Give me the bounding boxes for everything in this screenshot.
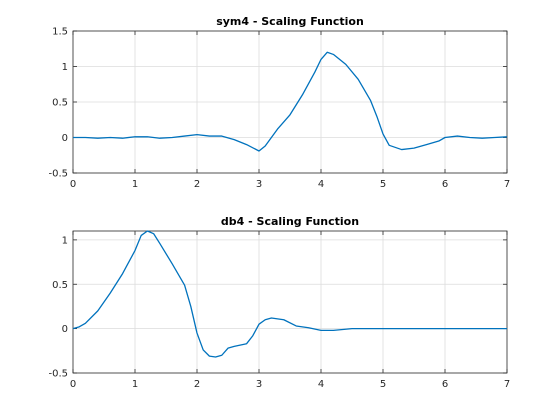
sym4-xtick-label: 6	[442, 179, 448, 190]
db4-xtick-label: 2	[194, 379, 200, 390]
db4-xtick-label: 7	[504, 379, 510, 390]
db4-ticks: 0 1 2 3 4 5 6 7-0.500.51	[48, 231, 510, 390]
sym4-xtick-label: 7	[504, 179, 510, 190]
sym4-panel: 0 1 2 3 4 5 6 7-0.500.511.5 sym4 - Scaling Func…	[48, 15, 510, 190]
sym4-xtick-label: 0	[70, 179, 76, 190]
db4-series-line	[72, 230, 507, 358]
sym4-xtick-label: 5	[380, 179, 386, 190]
db4-xtick-label: 0	[70, 379, 76, 390]
sym4-ytick-label: 0.5	[52, 98, 68, 109]
sym4-chart-title: sym4 - Scaling Function	[216, 15, 364, 28]
db4-ytick-label: 1	[62, 235, 68, 246]
sym4-ticks: 0 1 2 3 4 5 6 7-0.500.511.5	[48, 27, 510, 191]
db4-series	[72, 230, 507, 358]
db4-xtick-label: 5	[380, 379, 386, 390]
sym4-grid	[73, 31, 507, 173]
sym4-ytick-label: 0	[62, 133, 68, 144]
db4-xtick-label: 3	[256, 379, 262, 390]
sym4-ytick-label: 1.5	[52, 27, 68, 38]
sym4-series	[73, 51, 508, 152]
db4-xtick-label: 1	[132, 379, 138, 390]
db4-ytick-label: -0.5	[48, 369, 68, 380]
db4-chart-title: db4 - Scaling Function	[221, 215, 359, 228]
db4-ytick-label: 0.5	[52, 280, 68, 291]
sym4-xtick-label: 4	[318, 179, 324, 190]
sym4-xtick-label: 1	[132, 179, 138, 190]
db4-xtick-label: 6	[442, 379, 448, 390]
db4-grid	[73, 231, 507, 373]
db4-xtick-label: 4	[318, 379, 324, 390]
sym4-xtick-label: 2	[194, 179, 200, 190]
db4-panel: 0 1 2 3 4 5 6 7-0.500.51 db4 - Scaling Function	[48, 215, 510, 390]
sym4-series-line	[73, 51, 508, 152]
sym4-ytick-label: 1	[62, 62, 68, 73]
db4-axes-frame	[72, 230, 508, 374]
sym4-xtick-label: 3	[256, 179, 262, 190]
db4-ytick-label: 0	[62, 324, 68, 335]
sym4-ytick-label: -0.5	[48, 169, 68, 180]
